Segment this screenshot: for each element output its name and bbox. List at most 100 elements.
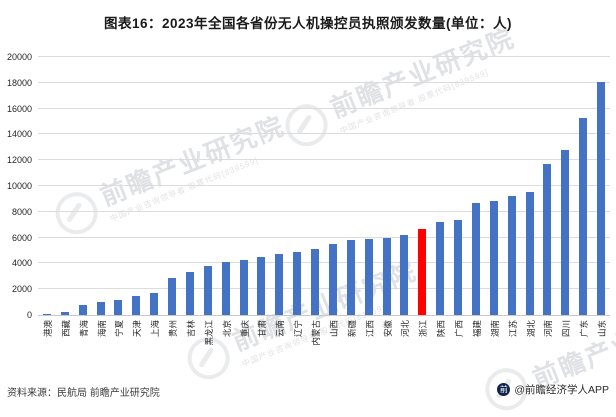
- x-label-cell: 江西: [360, 319, 378, 377]
- bar-slot: [521, 57, 539, 315]
- bar-slot: [360, 57, 378, 315]
- x-label-cell: 云南: [270, 319, 288, 377]
- bar-slot: [56, 57, 74, 315]
- x-tick-label: 贵州: [168, 320, 179, 338]
- x-label-cell: 吉林: [181, 319, 199, 377]
- x-label-cell: 湖南: [485, 319, 503, 377]
- bar-slot: [110, 57, 128, 315]
- bar-slot: [253, 57, 271, 315]
- bar: [60, 311, 69, 315]
- x-tick-label: 重庆: [239, 320, 250, 338]
- bar-slot: [38, 57, 56, 315]
- x-label-cell: 河北: [396, 319, 414, 377]
- x-tick-label: 安徽: [382, 320, 393, 338]
- x-label-cell: 安徽: [378, 319, 396, 377]
- x-tick-label: 广西: [454, 320, 465, 338]
- bar: [78, 304, 87, 315]
- x-label-cell: 山西: [324, 319, 342, 377]
- y-tick-label: 14000: [6, 129, 32, 140]
- y-axis: 0 2000 4000 6000 8000 10000 12000 14000 16000 180…: [0, 52, 34, 320]
- x-label-cell: 江苏: [503, 319, 521, 377]
- bar-slot: [413, 57, 431, 315]
- bar: [96, 302, 105, 315]
- bar: [436, 222, 445, 315]
- bar-slot: [92, 57, 110, 315]
- x-label-cell: 广东: [574, 319, 592, 377]
- bar-slot: [574, 57, 592, 315]
- x-tick-label: 山东: [597, 320, 608, 338]
- bar-slot: [270, 57, 288, 315]
- bar: [579, 117, 588, 315]
- bar: [42, 313, 51, 315]
- y-tick-label: 20000: [6, 52, 32, 62]
- gridline: [38, 133, 610, 135]
- bar: [293, 251, 302, 315]
- bar-slot: [288, 57, 306, 315]
- bar: [239, 259, 248, 315]
- x-axis: 港澳 西藏 青海 海南 宁夏 天津 上海 贵州 吉林 黑龙江 北京 重庆 甘肃 云南 辽宁 内蒙古 山西 新疆 江西…: [38, 319, 610, 377]
- x-label-cell: 黑龙江: [199, 319, 217, 377]
- x-label-cell: 山东: [592, 319, 610, 377]
- source-note: 资料来源：民航局 前瞻产业研究院: [7, 388, 160, 399]
- bar-slot: [556, 57, 574, 315]
- bar: [400, 235, 409, 315]
- x-label-cell: 浙江: [413, 319, 431, 377]
- bar-series: [38, 57, 610, 315]
- x-tick-label: 山西: [328, 320, 339, 338]
- x-tick-label: 湖北: [525, 320, 536, 338]
- y-tick-label: 12000: [6, 155, 32, 166]
- gridline: [38, 262, 610, 264]
- bar: [257, 256, 266, 315]
- x-tick-label: 浙江: [418, 320, 429, 338]
- bar: [543, 164, 552, 315]
- x-tick-label: 吉林: [185, 320, 196, 338]
- bar: [382, 237, 391, 315]
- plot-area: [38, 56, 610, 316]
- x-tick-label: 内蒙古: [311, 320, 322, 346]
- x-label-cell: 河南: [539, 319, 557, 377]
- x-label-cell: 宁夏: [110, 319, 128, 377]
- x-label-cell: 湖北: [521, 319, 539, 377]
- x-label-cell: 内蒙古: [306, 319, 324, 377]
- gridline: [38, 185, 610, 186]
- bar-slot: [235, 57, 253, 315]
- x-label-cell: 上海: [145, 319, 163, 377]
- bar-slot: [127, 57, 145, 315]
- gridline: [38, 81, 610, 83]
- x-label-cell: 海南: [92, 319, 110, 377]
- gridline: [38, 107, 610, 109]
- bar-slot: [396, 57, 414, 315]
- bar: [597, 81, 606, 315]
- bar-slot: [467, 57, 485, 315]
- bar-slot: [592, 57, 610, 315]
- bar: [221, 262, 230, 315]
- x-tick-label: 江苏: [507, 320, 518, 338]
- x-label-cell: 陕西: [431, 319, 449, 377]
- bar-slot: [485, 57, 503, 315]
- x-tick-label: 云南: [275, 320, 286, 338]
- y-tick-label: 10000: [6, 181, 32, 191]
- bar-slot: [145, 57, 163, 315]
- x-tick-label: 陕西: [436, 320, 447, 338]
- bar: [203, 265, 212, 315]
- bar: [168, 277, 177, 315]
- bar-slot: [74, 57, 92, 315]
- x-tick-label: 新疆: [346, 320, 357, 338]
- bar: [328, 244, 337, 315]
- x-tick-label: 西藏: [60, 320, 71, 338]
- x-tick-label: 北京: [221, 320, 232, 338]
- gridline: [38, 210, 610, 212]
- bar: [454, 219, 463, 315]
- x-tick-label: 上海: [150, 320, 161, 338]
- x-label-cell: 天津: [127, 319, 145, 377]
- brand-logo-icon: 前: [497, 383, 511, 396]
- bar: [346, 240, 355, 315]
- bar-slot: [324, 57, 342, 315]
- bar-slot: [306, 57, 324, 315]
- x-label-cell: 新疆: [342, 319, 360, 377]
- gridline: [38, 288, 610, 290]
- bar-slot: [217, 57, 235, 315]
- x-tick-label: 江西: [364, 320, 375, 338]
- x-label-cell: 青海: [74, 319, 92, 377]
- bar: [185, 272, 194, 315]
